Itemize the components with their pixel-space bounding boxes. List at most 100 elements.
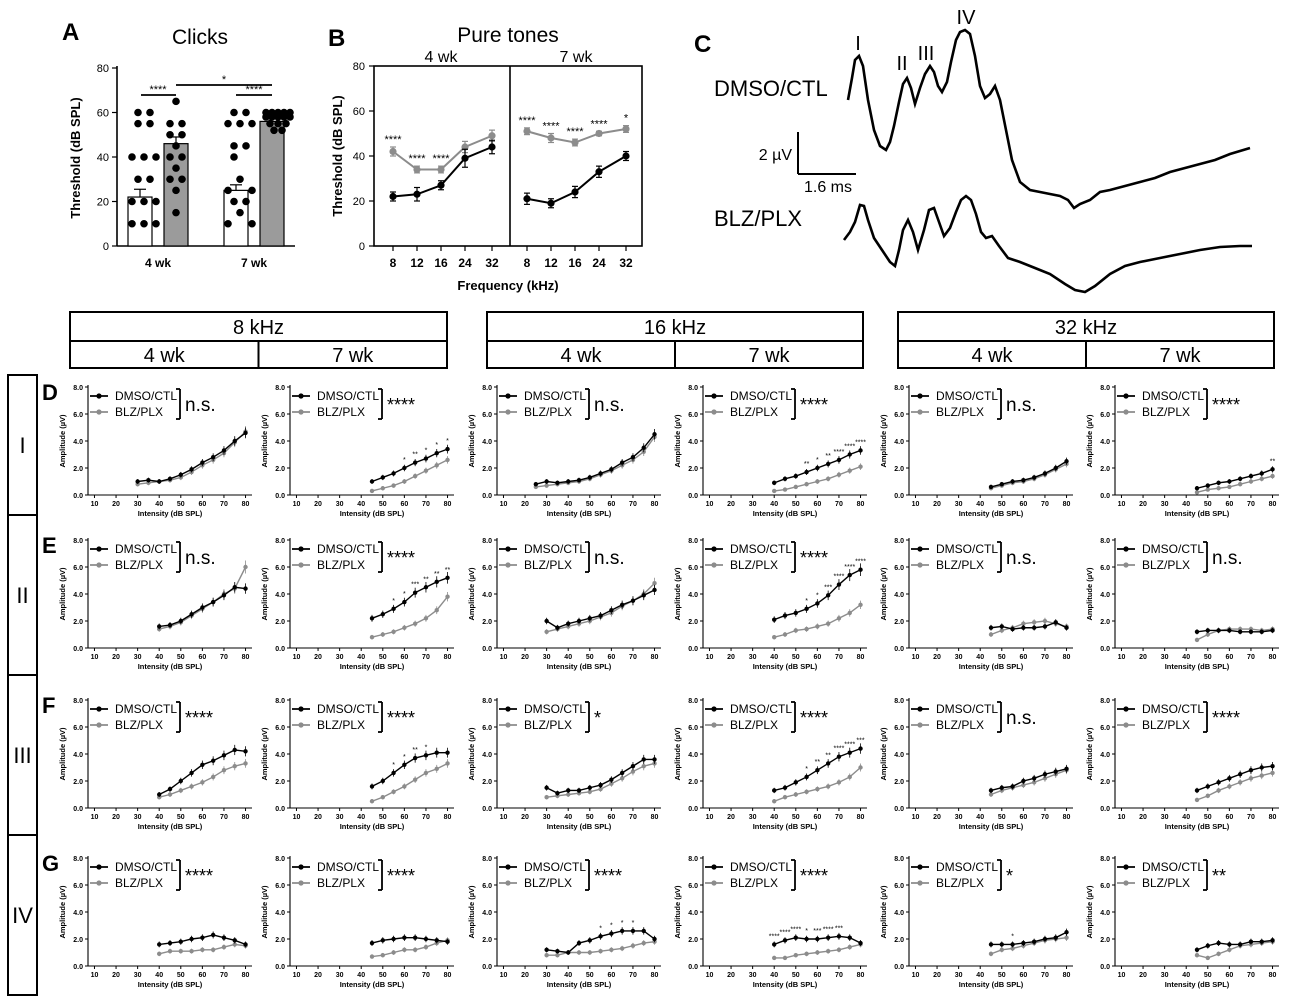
bar (163, 143, 189, 247)
legend-marker (711, 722, 717, 728)
legend-label-blz: BLZ/PLX (936, 718, 984, 732)
data-point (598, 471, 603, 476)
data-point (189, 467, 194, 472)
data-point (825, 784, 831, 789)
data-point (189, 784, 194, 789)
y-tick-label: 2.0 (894, 779, 904, 786)
data-point (587, 785, 592, 790)
data-point (858, 765, 863, 770)
data-point (598, 613, 603, 618)
legend-label-blz: BLZ/PLX (936, 876, 984, 890)
data-point (200, 947, 205, 952)
data-point (1064, 625, 1069, 630)
data-point (391, 483, 396, 488)
data-point (815, 479, 820, 484)
x-tick-label: 10 (706, 654, 714, 661)
data-point (587, 950, 592, 955)
x-tick-label: 30 (1161, 501, 1169, 508)
category-label: 4 wk (145, 256, 171, 270)
y-tick-label: 2.0 (688, 466, 698, 473)
data-point (804, 626, 809, 632)
legend-label-dmso: DMSO/CTL (1142, 702, 1204, 716)
data-point (804, 789, 809, 794)
age-header: 4 wk (971, 345, 1013, 367)
data-point (576, 940, 582, 946)
legend-marker (505, 393, 511, 399)
y-axis-label: Amplitude (µV) (260, 414, 269, 468)
data-point (391, 606, 396, 612)
legend-marker (96, 706, 102, 712)
legend-marker (917, 562, 923, 568)
legend-marker (96, 562, 102, 568)
legend-marker (96, 409, 102, 415)
y-axis-label: Amplitude (µV) (260, 885, 269, 939)
data-point (1031, 625, 1037, 630)
legend-marker (505, 409, 511, 415)
data-point (166, 175, 174, 184)
data-point (1021, 778, 1026, 784)
legend-marker (917, 393, 923, 399)
x-tick-label: 20 (727, 814, 735, 821)
data-point (847, 572, 852, 578)
x-tick-label: 70 (1041, 654, 1049, 661)
data-point (210, 947, 216, 952)
x-tick-label: 50 (177, 654, 185, 661)
x-tick-label: 60 (1225, 501, 1233, 508)
trace-dmso (846, 28, 1251, 210)
data-point (815, 465, 820, 471)
result-label: n.s. (1006, 708, 1037, 729)
data-point (412, 590, 418, 595)
category-label: 7 wk (241, 256, 267, 270)
x-tick-label: 60 (400, 972, 408, 979)
data-point (232, 938, 237, 943)
data-point (815, 624, 820, 629)
x-tick-label: 60 (198, 814, 206, 821)
y-tick-label: 8.0 (688, 856, 698, 863)
data-point (423, 944, 429, 950)
data-point (152, 219, 160, 228)
amplitude-chart: 0.0 2.0 4.0 6.0 8.0 10 20 30 40 50 60 70 80 Intensity… (1085, 385, 1279, 518)
x-tick-label: 80 (1063, 972, 1071, 979)
legend-label-blz: BLZ/PLX (730, 558, 778, 572)
data-point (270, 126, 278, 135)
x-axis-label: Intensity (dB SPL) (1165, 980, 1230, 989)
legend-marker (298, 393, 304, 399)
result-label: * (1006, 866, 1013, 886)
legend-marker (1123, 880, 1129, 886)
legend-label-blz: BLZ/PLX (730, 718, 778, 732)
data-point (793, 935, 798, 940)
y-tick-label: 80 (97, 63, 109, 75)
sig-label: * (816, 457, 819, 464)
data-point (566, 621, 571, 626)
data-point (166, 119, 174, 128)
data-point (555, 480, 560, 486)
sig-label: ** (815, 759, 821, 766)
y-tick-label: 8.0 (275, 698, 285, 705)
data-point (189, 612, 194, 617)
x-tick-label: 60 (607, 654, 615, 661)
legend-marker (917, 880, 923, 886)
data-point (224, 219, 232, 228)
data-point (988, 484, 994, 490)
x-tick-label: 60 (813, 814, 821, 821)
data-point (224, 186, 232, 195)
y-tick-label: 8.0 (688, 698, 698, 705)
x-axis-label: Intensity (dB SPL) (1165, 662, 1230, 671)
legend-label-dmso: DMSO/CTL (936, 702, 998, 716)
sig-label: ** (412, 452, 418, 459)
x-tick-label: 40 (564, 501, 572, 508)
data-point (619, 602, 625, 607)
data-point (1259, 773, 1264, 778)
x-axis-label: Intensity (dB SPL) (1165, 509, 1230, 518)
x-tick-label: 30 (134, 654, 142, 661)
result-label: **** (1212, 708, 1240, 728)
age-header: 4 wk (560, 345, 602, 367)
x-tick-label: 20 (314, 972, 322, 979)
x-axis-label: Intensity (dB SPL) (340, 822, 405, 831)
y-tick-label: 8.0 (894, 538, 904, 545)
y-tick-label: 0.0 (275, 493, 285, 500)
data-point (988, 942, 994, 947)
y-tick-label: 0 (359, 241, 365, 253)
data-point (1270, 770, 1275, 776)
data-point (423, 753, 429, 758)
